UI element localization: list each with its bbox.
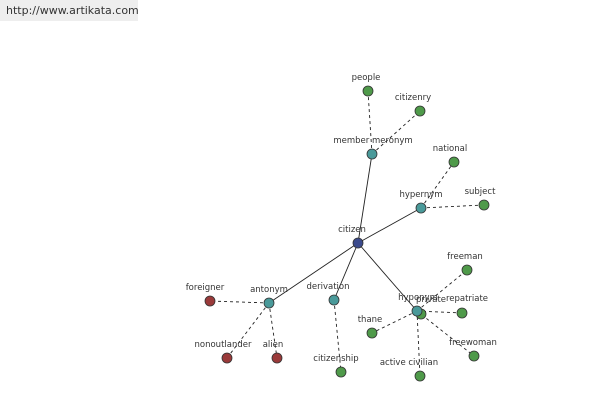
node-label[interactable]: private [416, 295, 446, 305]
node-label[interactable]: repatriate [446, 294, 488, 304]
main-edge [357, 207, 422, 244]
node[interactable] [468, 350, 480, 362]
node-label[interactable]: subject [465, 187, 496, 197]
node-label[interactable]: citizen [338, 225, 366, 235]
node-label[interactable]: foreigner [186, 283, 225, 293]
node[interactable] [328, 294, 340, 306]
relation-edge [371, 110, 421, 155]
node-label[interactable]: nonoutlander [195, 340, 252, 350]
node[interactable] [456, 307, 468, 319]
node[interactable] [414, 105, 426, 117]
main-edge [333, 242, 359, 301]
node[interactable] [204, 295, 216, 307]
node-label[interactable]: antonym [250, 285, 288, 295]
node[interactable] [448, 156, 460, 168]
relation-edge [371, 310, 418, 334]
node-label[interactable]: alien [263, 340, 284, 350]
node[interactable] [362, 85, 374, 97]
site-url[interactable]: http://www.artikata.com [0, 0, 139, 21]
main-edge [268, 242, 359, 304]
node[interactable] [352, 237, 364, 249]
relation-edge [367, 90, 373, 155]
node-label[interactable]: thane [358, 315, 383, 325]
node[interactable] [271, 352, 283, 364]
node[interactable] [221, 352, 233, 364]
node[interactable] [415, 202, 427, 214]
node-label[interactable]: freewoman [449, 338, 497, 348]
node-label[interactable]: freeman [447, 252, 483, 262]
node-label[interactable]: active civilian [380, 358, 438, 368]
node-label[interactable]: hyponym [398, 293, 438, 303]
relation-edge [333, 299, 342, 373]
relation-edge [420, 204, 485, 209]
relation-edge [420, 161, 455, 209]
node-label[interactable]: national [433, 144, 467, 154]
node[interactable] [263, 297, 275, 309]
node-label[interactable]: member meronym [333, 136, 412, 146]
relation-edge [416, 310, 421, 377]
relation-edge [416, 310, 475, 357]
node-label[interactable]: hypernym [399, 190, 442, 200]
node-label[interactable]: citizenry [395, 93, 431, 103]
main-edge [357, 153, 373, 244]
node[interactable] [411, 305, 423, 317]
relation-edge [209, 300, 270, 304]
main-edge [357, 242, 418, 312]
node[interactable] [335, 366, 347, 378]
node[interactable] [478, 199, 490, 211]
node[interactable] [414, 370, 426, 382]
node-label[interactable]: citizenship [313, 354, 358, 364]
node[interactable] [366, 148, 378, 160]
node[interactable] [461, 264, 473, 276]
node[interactable] [366, 327, 378, 339]
node-label[interactable]: derivation [306, 282, 349, 292]
node-label[interactable]: people [352, 73, 381, 83]
relation-edge [416, 269, 468, 312]
